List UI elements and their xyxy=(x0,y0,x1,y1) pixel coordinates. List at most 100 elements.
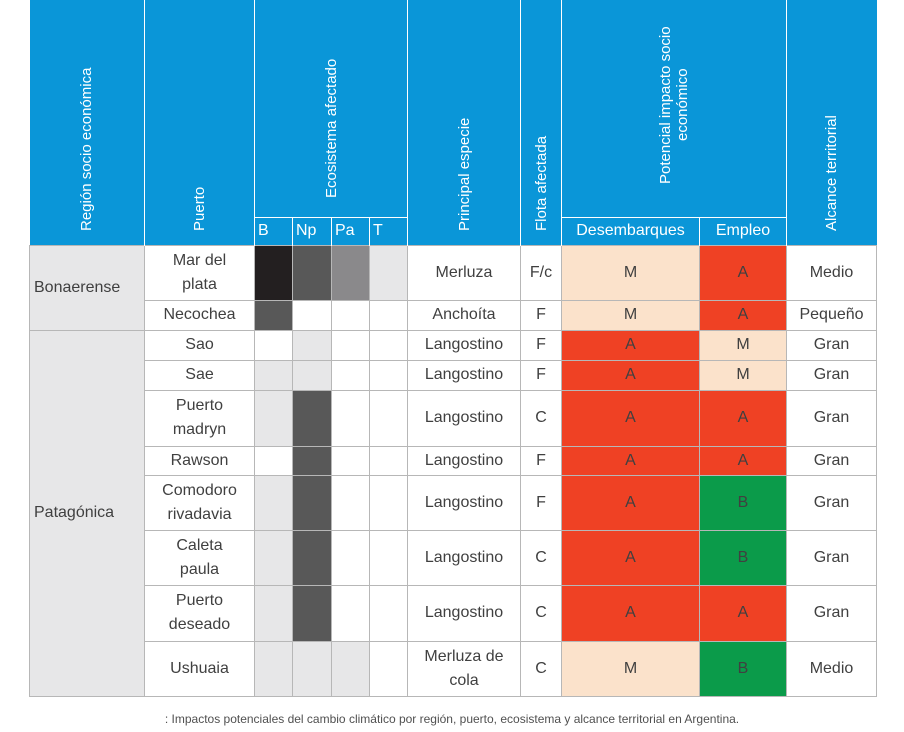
eco-cell-t xyxy=(369,584,408,642)
eco-cell-b xyxy=(254,640,293,697)
flota-cell: C xyxy=(520,584,562,642)
especie-line: Anchoíta xyxy=(432,306,496,323)
puerto-cell: Mar del plata xyxy=(144,244,255,301)
header-eco-t: T xyxy=(369,216,408,245)
desembarques-cell: A xyxy=(561,584,700,642)
alcance-cell: Medio xyxy=(786,244,877,301)
header-puerto: Puerto xyxy=(144,0,255,245)
eco-cell-b xyxy=(254,359,293,391)
eco-cell-np xyxy=(292,389,332,447)
desembarques-cell: A xyxy=(561,359,700,391)
puerto-line: Caleta xyxy=(176,536,223,554)
empleo-cell: B xyxy=(699,474,787,531)
flota-cell: F xyxy=(520,359,562,391)
eco-cell-np xyxy=(292,299,332,331)
puerto-line: paula xyxy=(179,560,220,578)
eco-cell-t xyxy=(369,445,408,476)
flota-cell: C xyxy=(520,529,562,586)
puerto-cell: Rawson xyxy=(144,445,255,476)
eco-cell-t xyxy=(369,244,408,301)
eco-cell-t xyxy=(369,474,408,531)
especie-cell: Langostino xyxy=(407,445,521,476)
table-row: Ushuaia Merluza de cola C M B Medio xyxy=(30,640,877,697)
eco-cell-b xyxy=(254,584,293,642)
eco-cell-pa xyxy=(331,329,370,361)
header-region: Región socio económica xyxy=(29,0,145,245)
puerto-cell: Puerto madryn xyxy=(144,389,255,447)
table-row: Sae Langostino F A M Gran xyxy=(30,359,877,391)
eco-cell-np xyxy=(292,584,332,642)
especie-line: Langostino xyxy=(424,409,504,426)
header-eco-pa: Pa xyxy=(331,216,370,245)
empleo-cell: A xyxy=(699,445,787,476)
table-row: Caleta paula Langostino C A B Gran xyxy=(30,529,877,586)
eco-cell-b xyxy=(254,529,293,586)
especie-cell: Langostino xyxy=(407,584,521,642)
especie-cell: Langostino xyxy=(407,389,521,447)
especie-line: Merluza de xyxy=(424,647,504,665)
puerto-line: Ushuaia xyxy=(170,659,229,677)
especie-line: Langostino xyxy=(424,451,504,469)
flota-cell: C xyxy=(520,389,562,447)
especie-line: Langostino xyxy=(424,366,504,383)
eco-cell-pa xyxy=(331,584,370,642)
desembarques-cell: M xyxy=(561,299,700,331)
header-flota: Flota afectada xyxy=(520,0,562,245)
especie-line: Langostino xyxy=(424,604,504,621)
especie-cell: Merluza de cola xyxy=(407,640,521,697)
eco-cell-b xyxy=(254,474,293,531)
eco-cell-pa xyxy=(331,529,370,586)
eco-cell-pa xyxy=(331,389,370,447)
eco-cell-b xyxy=(254,329,293,361)
header-especie: Principal especie xyxy=(407,0,521,245)
eco-cell-np xyxy=(292,329,332,361)
empleo-cell: B xyxy=(699,640,787,697)
puerto-line: Rawson xyxy=(170,451,229,469)
empleo-cell: M xyxy=(699,329,787,361)
table-caption: : Impactos potenciales del cambio climát… xyxy=(164,712,740,726)
especie-line: Langostino xyxy=(424,493,504,511)
eco-cell-np xyxy=(292,474,332,531)
empleo-cell: M xyxy=(699,359,787,391)
puerto-line: Sao xyxy=(185,336,214,353)
header-alcance: Alcance territorial xyxy=(786,0,877,245)
header-eco-b: B xyxy=(254,216,293,245)
alcance-cell: Medio xyxy=(786,640,877,697)
alcance-cell: Gran xyxy=(786,529,877,586)
alcance-cell: Gran xyxy=(786,584,877,642)
alcance-cell: Pequeño xyxy=(786,299,877,331)
eco-cell-np xyxy=(292,640,332,697)
eco-cell-t xyxy=(369,389,408,447)
flota-cell: F/c xyxy=(520,244,562,301)
flota-cell: F xyxy=(520,445,562,476)
especie-line: Merluza xyxy=(435,263,493,281)
puerto-line: Necochea xyxy=(163,306,236,323)
desembarques-cell: M xyxy=(561,640,700,697)
puerto-line: Comodoro xyxy=(162,481,237,499)
header-impacto: Potencial impacto socio económico xyxy=(561,0,787,217)
table-row: Rawson Langostino F A A Gran xyxy=(30,445,877,476)
eco-cell-pa xyxy=(331,640,370,697)
desembarques-cell: A xyxy=(561,389,700,447)
puerto-line: deseado xyxy=(168,616,231,633)
eco-cell-b xyxy=(254,389,293,447)
eco-cell-t xyxy=(369,299,408,331)
eco-cell-np xyxy=(292,529,332,586)
puerto-cell: Caleta paula xyxy=(144,529,255,586)
eco-cell-np xyxy=(292,244,332,301)
header-ecosistema: Ecosistema afectado xyxy=(254,0,408,217)
alcance-cell: Gran xyxy=(786,359,877,391)
especie-line: cola xyxy=(449,671,479,689)
eco-cell-t xyxy=(369,640,408,697)
puerto-cell: Ushuaia xyxy=(144,640,255,697)
eco-cell-t xyxy=(369,359,408,391)
puerto-line: madryn xyxy=(172,421,227,438)
eco-cell-pa xyxy=(331,359,370,391)
puerto-cell: Sao xyxy=(144,329,255,361)
table-row: Comodoro rivadavia Langostino F A B Gran xyxy=(30,474,877,531)
eco-cell-np xyxy=(292,359,332,391)
flota-cell: F xyxy=(520,474,562,531)
eco-cell-np xyxy=(292,445,332,476)
eco-cell-b xyxy=(254,445,293,476)
flota-cell: F xyxy=(520,299,562,331)
